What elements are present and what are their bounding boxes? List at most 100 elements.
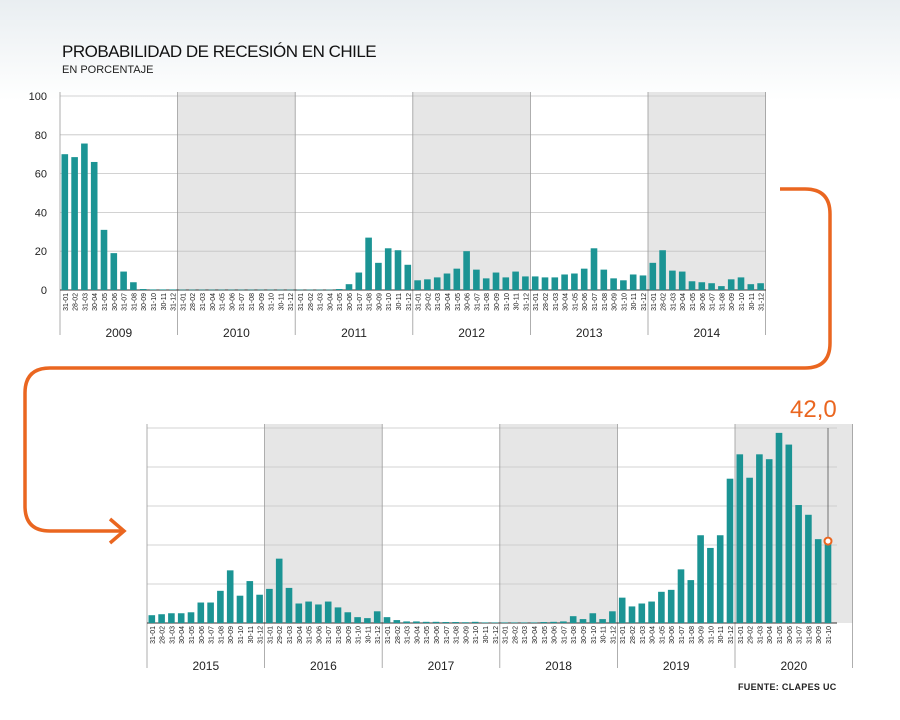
year-label-2009: 2009 [105,326,132,340]
x-tick-label: 30-11 [514,293,521,310]
bar-2010-30-11 [277,289,284,291]
bar-2018-31-10 [589,613,597,623]
year-shade-2014 [648,92,766,290]
x-tick-label: 31-05 [572,293,579,311]
bar-2012-29-02 [424,279,431,290]
x-tick-label: 31-08 [131,293,138,311]
x-tick-label: 28-02 [543,293,550,311]
x-tick-label: 30-09 [228,626,235,644]
x-tick-label: 30-09 [729,293,736,311]
x-tick-label: 30-09 [376,293,383,311]
bar-2013-31-05 [571,273,578,290]
x-tick-label: 31-08 [484,293,491,311]
x-tick-label: 30-11 [749,293,756,310]
bar-2016-31-01 [266,588,273,623]
bar-2016-31-10 [354,617,361,623]
bar-2017-30-06 [432,621,440,623]
x-tick-label: 31-10 [356,626,363,644]
x-tick-label: 31-03 [405,626,412,644]
bar-2011-30-09 [375,262,382,290]
bar-2017-30-11 [481,622,489,623]
x-tick-label: 30-11 [365,626,372,643]
bar-2009-31-12 [169,289,176,290]
bar-2016-31-07 [324,601,332,623]
bar-2014-31-08 [718,286,725,290]
bar-2016-30-06 [315,604,322,623]
x-tick-label: 28-02 [190,293,197,311]
x-tick-label: 28-02 [160,626,167,644]
bar-2009-30-09 [139,289,147,290]
year-shade-2016 [264,424,383,623]
x-tick-label: 30-04 [680,293,687,311]
x-tick-label: 31-03 [640,626,647,644]
bar-2012-31-03 [433,277,441,290]
bar-2018-31-08 [569,616,577,623]
x-tick-label: 31-07 [561,626,568,644]
x-tick-label: 31-08 [571,626,578,644]
bar-2017-31-05 [422,621,430,623]
x-tick-label: 30-09 [612,293,619,311]
bar-2014-30-06 [698,282,706,290]
x-tick-label: 31-03 [553,293,560,311]
x-tick-label: 30-11 [248,626,255,643]
x-tick-label: 31-12 [759,293,766,311]
x-tick-label: 31-05 [690,293,697,311]
x-tick-label: 28-02 [308,293,315,311]
bar-2011-31-12 [404,264,412,290]
x-tick-label: 31-12 [728,626,735,644]
bar-2015-30-06 [197,602,205,623]
x-tick-label: 31-12 [375,626,382,644]
bar-2018-30-09 [579,619,587,623]
bar-2011-31-07 [355,272,363,290]
x-tick-label: 30-04 [179,626,186,644]
y-tick-label: 60 [35,169,47,181]
x-tick-label: 31-03 [435,293,442,311]
x-tick-label: 28-02 [630,626,637,644]
x-tick-label: 31-08 [218,626,225,644]
x-tick-label: 31-08 [602,293,609,311]
x-tick-label: 30-06 [700,293,707,311]
x-tick-label: 31-05 [659,626,666,644]
bar-2013-28-02 [541,277,549,290]
bar-2010-28-02 [188,289,196,291]
bar-2012-31-01 [414,280,421,290]
bar-2011-31-08 [365,237,372,290]
bar-2019-31-01 [618,597,626,623]
bar-2014-30-04 [678,271,686,290]
x-tick-label: 31-07 [444,626,451,644]
bar-2020-31-07 [795,505,802,623]
bar-2014-31-05 [688,281,696,290]
bar-2015-31-05 [187,612,195,623]
chart-title: PROBABILIDAD DE RECESIÓN EN CHILE [62,42,377,61]
bar-2018-30-04 [530,622,538,623]
x-tick-label: 31-07 [679,626,686,644]
bar-2009-31-03 [81,143,88,290]
x-tick-label: 31-07 [122,293,129,311]
bar-2020-30-04 [765,459,773,623]
x-tick-label: 31-01 [180,293,187,311]
year-label-2020: 2020 [780,659,807,673]
bar-2010-31-07 [237,289,245,291]
bar-2019-30-09 [697,535,704,623]
x-tick-label: 31-01 [63,293,70,311]
bar-2020-30-06 [785,444,793,623]
bar-2009-30-06 [110,253,118,290]
x-tick-label: 31-01 [738,626,745,644]
x-tick-label: 31-08 [249,293,256,311]
bar-2009-28-02 [71,157,78,290]
x-tick-label: 30-09 [699,626,706,644]
x-tick-label: 31-01 [533,293,540,311]
bar-2014-31-01 [649,262,657,290]
x-tick-label: 31-07 [474,293,481,311]
x-tick-label: 30-04 [445,293,452,311]
bar-2011-31-05 [335,289,343,290]
year-label-2019: 2019 [663,659,690,673]
x-tick-label: 31-12 [258,626,265,644]
bar-2012-31-12 [522,276,529,290]
x-tick-label: 30-09 [463,626,470,644]
x-tick-label: 31-05 [337,293,344,311]
bar-2016-31-03 [285,587,293,623]
bar-2018-31-01 [501,622,508,623]
bar-2012-30-04 [443,273,451,290]
bar-2017-28-02 [393,620,401,623]
